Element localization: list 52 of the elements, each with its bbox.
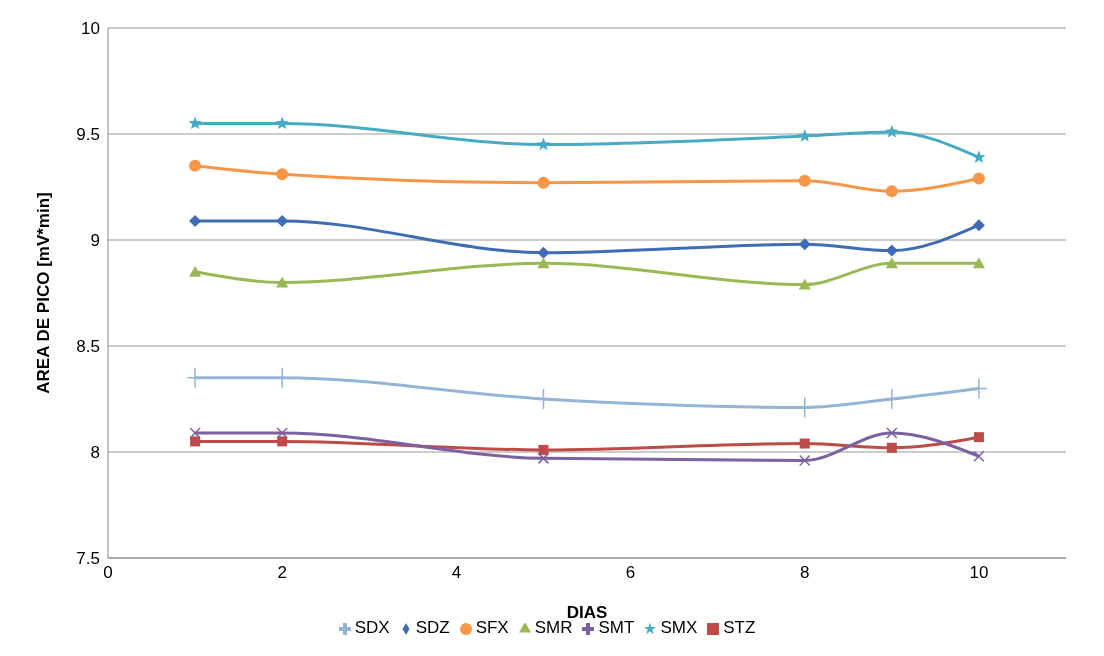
point	[798, 129, 812, 142]
point	[885, 124, 899, 138]
x-tick-label: 4	[451, 563, 462, 583]
point	[886, 427, 898, 439]
x-tick-label: 2	[277, 563, 287, 583]
y-tick-label: 10	[81, 19, 100, 39]
point	[188, 116, 202, 130]
x-tick-label: 10	[969, 563, 989, 583]
point	[537, 246, 550, 259]
legend-label: STZ	[723, 618, 756, 637]
y-tick-label: 8.5	[76, 337, 100, 357]
point	[276, 276, 289, 288]
x-tick-label: 8	[799, 563, 810, 583]
point	[883, 388, 901, 410]
point	[538, 444, 549, 455]
point	[275, 116, 289, 130]
point	[972, 172, 985, 185]
point	[537, 452, 550, 465]
point	[277, 436, 288, 447]
point	[970, 377, 988, 400]
point	[276, 427, 288, 439]
point	[798, 174, 811, 187]
point	[799, 438, 810, 449]
x-tick-label: 0	[103, 563, 113, 583]
point	[973, 450, 985, 462]
x-tick-label: 6	[625, 563, 636, 583]
point	[537, 257, 550, 269]
point	[276, 168, 289, 181]
point	[189, 427, 201, 439]
point	[798, 278, 811, 290]
point	[886, 442, 897, 453]
legend-label: SDZ	[415, 618, 450, 637]
point	[973, 432, 984, 443]
point	[798, 454, 811, 467]
point	[885, 185, 898, 198]
point	[536, 137, 551, 151]
point	[885, 257, 898, 269]
point	[972, 150, 986, 163]
legend-label: SDX	[354, 618, 390, 637]
y-axis-title: AREA DE PICO [mV*min]	[34, 192, 54, 394]
y-tick-label: 9	[90, 231, 100, 251]
y-tick-label: 7.5	[76, 549, 100, 569]
y-tick-label: 9.5	[76, 125, 100, 145]
legend-label: SMX	[660, 618, 698, 637]
point	[189, 265, 202, 277]
point	[189, 159, 202, 172]
y-tick-label: 8	[90, 443, 100, 463]
point	[972, 257, 985, 269]
point	[972, 219, 985, 232]
legend-label: SFX	[475, 618, 509, 637]
point	[190, 436, 201, 447]
point	[537, 176, 550, 189]
